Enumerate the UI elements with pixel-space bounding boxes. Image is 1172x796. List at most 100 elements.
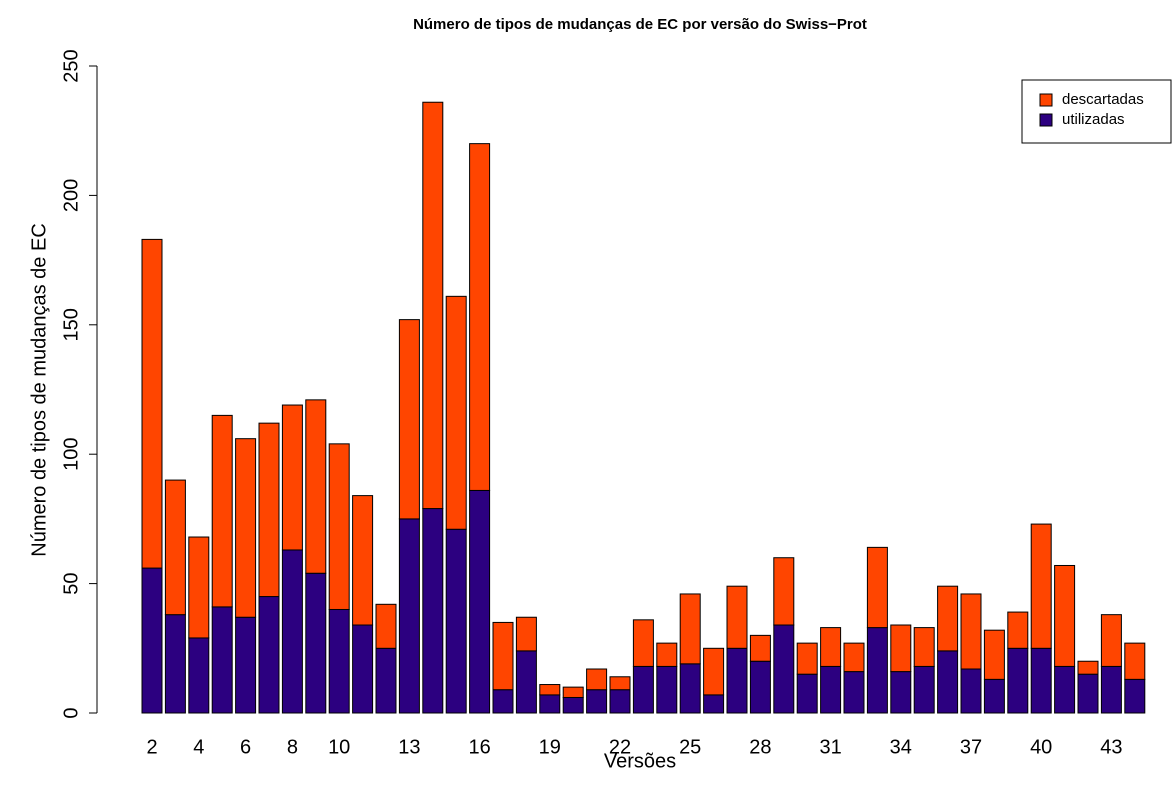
bar-segment bbox=[469, 143, 491, 491]
legend-box bbox=[1021, 79, 1172, 144]
bar-segment bbox=[305, 572, 327, 714]
bar-segment bbox=[960, 668, 982, 714]
bar-segment bbox=[562, 696, 584, 714]
x-tick-label: 13 bbox=[398, 736, 420, 758]
y-tick-label: 50 bbox=[60, 572, 82, 594]
bar-segment bbox=[632, 619, 654, 667]
x-tick-label: 31 bbox=[819, 736, 841, 758]
bar-segment bbox=[679, 663, 701, 714]
legend-swatch bbox=[1039, 93, 1053, 107]
bar-segment bbox=[913, 627, 935, 667]
bar-segment bbox=[749, 634, 771, 662]
bar-segment bbox=[235, 616, 257, 714]
bar-segment bbox=[328, 443, 350, 610]
bar-segment bbox=[352, 495, 374, 626]
x-tick-label: 2 bbox=[146, 736, 157, 758]
bar-segment bbox=[866, 627, 888, 714]
legend-label: descartadas bbox=[1062, 91, 1144, 108]
bar-segment bbox=[937, 585, 959, 652]
bar-segment bbox=[1100, 614, 1122, 667]
bar-segment bbox=[983, 629, 1005, 680]
bar-segment bbox=[796, 673, 818, 714]
bar-segment bbox=[843, 671, 865, 714]
bar-segment bbox=[398, 319, 420, 520]
bar-segment bbox=[820, 627, 842, 667]
bar-segment bbox=[469, 489, 491, 714]
bar-segment bbox=[726, 647, 748, 714]
x-tick-label: 6 bbox=[240, 736, 251, 758]
bar-segment bbox=[726, 585, 748, 649]
bar-segment bbox=[1054, 665, 1076, 714]
x-tick-label: 37 bbox=[960, 736, 982, 758]
bar-segment bbox=[164, 614, 186, 714]
bar-segment bbox=[1077, 660, 1099, 675]
bar-segment bbox=[445, 295, 467, 530]
x-tick-label: 43 bbox=[1100, 736, 1122, 758]
bar-segment bbox=[375, 647, 397, 714]
bar-segment bbox=[258, 596, 280, 714]
bar-segment bbox=[749, 660, 771, 714]
bar-segment bbox=[656, 642, 678, 667]
bar-segment bbox=[1054, 564, 1076, 667]
bar-segment bbox=[1077, 673, 1099, 714]
bar-segment bbox=[188, 637, 210, 714]
bar-segment bbox=[1124, 642, 1146, 680]
x-tick-label: 19 bbox=[539, 736, 561, 758]
bar-segment bbox=[211, 606, 233, 714]
bar-segment bbox=[164, 479, 186, 616]
bar-segment bbox=[492, 689, 514, 714]
bar-segment bbox=[375, 603, 397, 649]
y-tick-label: 250 bbox=[60, 49, 82, 82]
bar-segment bbox=[890, 624, 912, 673]
bar-segment bbox=[211, 414, 233, 608]
x-tick-label: 34 bbox=[890, 736, 912, 758]
bar-segment bbox=[609, 676, 631, 691]
bar-segment bbox=[703, 647, 725, 696]
bar-segment bbox=[890, 671, 912, 714]
x-tick-label: 28 bbox=[749, 736, 771, 758]
bar-segment bbox=[422, 101, 444, 510]
bar-segment bbox=[305, 399, 327, 574]
bar-segment bbox=[609, 689, 631, 714]
x-axis-label: Versões bbox=[604, 750, 676, 772]
bar-segment bbox=[586, 668, 608, 691]
bar-segment bbox=[1030, 647, 1052, 714]
bar-segment bbox=[1100, 665, 1122, 714]
y-tick-label: 0 bbox=[60, 707, 82, 718]
bar-segment bbox=[539, 694, 561, 714]
bar-segment bbox=[1030, 523, 1052, 649]
bar-segment bbox=[539, 684, 561, 696]
bar-segment bbox=[656, 665, 678, 714]
x-tick-label: 4 bbox=[193, 736, 204, 758]
legend-label: utilizadas bbox=[1062, 111, 1125, 128]
bar-segment bbox=[679, 593, 701, 665]
bar-segment bbox=[258, 422, 280, 598]
bar-segment bbox=[1007, 611, 1029, 649]
y-tick-label: 200 bbox=[60, 179, 82, 212]
bar-segment bbox=[586, 689, 608, 714]
bar-segment bbox=[1007, 647, 1029, 714]
bar-segment bbox=[445, 528, 467, 714]
legend-swatch bbox=[1039, 113, 1053, 127]
y-tick-label: 100 bbox=[60, 438, 82, 471]
bar-segment bbox=[983, 678, 1005, 714]
bar-segment bbox=[515, 616, 537, 652]
x-tick-label: 25 bbox=[679, 736, 701, 758]
bar-segment bbox=[703, 694, 725, 714]
bar-segment bbox=[866, 546, 888, 629]
bar-segment bbox=[422, 508, 444, 714]
bar-segment bbox=[188, 536, 210, 639]
chart-title: Número de tipos de mudanças de EC por ve… bbox=[413, 16, 867, 33]
y-axis-label: Número de tipos de mudanças de EC bbox=[28, 223, 50, 557]
bar-segment bbox=[141, 238, 163, 569]
bar-segment bbox=[562, 686, 584, 698]
bar-segment bbox=[843, 642, 865, 673]
bar-segment bbox=[913, 665, 935, 714]
x-tick-label: 40 bbox=[1030, 736, 1052, 758]
bar-segment bbox=[515, 650, 537, 714]
bar-segment bbox=[235, 438, 257, 618]
bar-segment bbox=[632, 665, 654, 714]
bar-segment bbox=[281, 549, 303, 714]
bar-segment bbox=[820, 665, 842, 714]
